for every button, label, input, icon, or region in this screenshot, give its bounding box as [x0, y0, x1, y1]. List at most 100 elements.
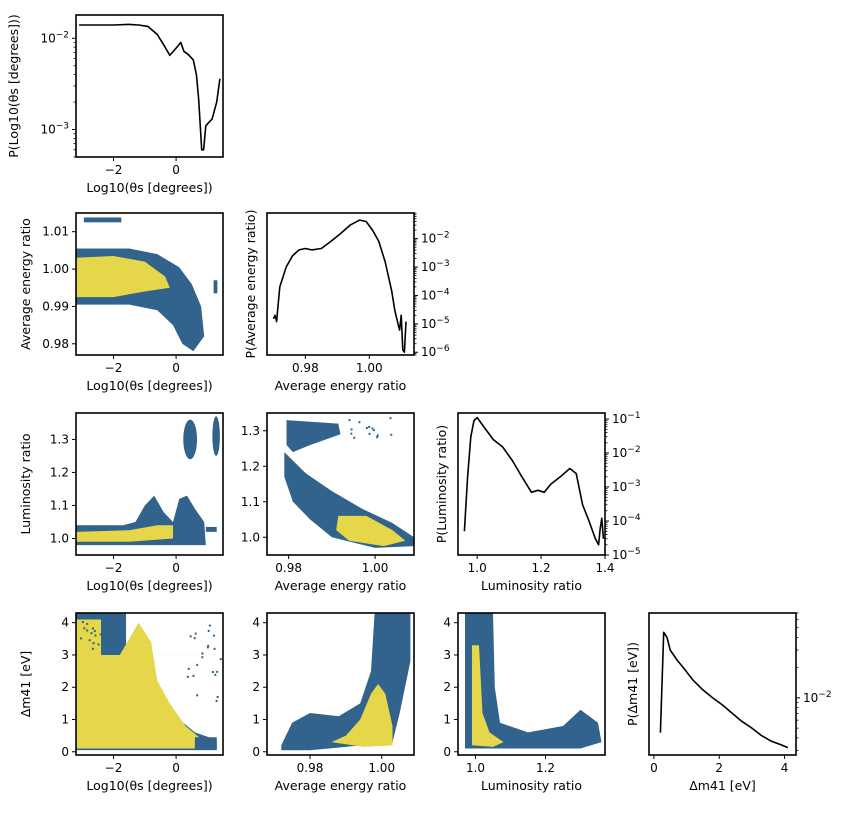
x-tick-label: 0: [172, 361, 180, 375]
panel-theta-vs-luminosity: −2 0 Log10(θs [degrees]) 1.0 1.1 1.2 1.3 Lumino…: [18, 412, 224, 593]
y-tick-label: 3: [61, 648, 69, 662]
outer-speck: [81, 621, 84, 624]
y-tick-label: 0: [252, 745, 260, 759]
x-tick-label: 0.98: [297, 761, 324, 775]
x-axis-label: Luminosity ratio: [481, 778, 582, 793]
x-tick-label: −2: [105, 163, 123, 177]
outer-speck: [102, 638, 105, 641]
inner-region: [336, 515, 406, 547]
outer-speck: [99, 633, 102, 636]
y-tick-label: 4: [61, 616, 69, 630]
outer-speck: [376, 434, 379, 437]
x-tick-label: 1.00: [368, 761, 395, 775]
y-tick-label: 10−3: [40, 122, 69, 137]
outer-speck: [193, 637, 196, 640]
y-tick-label: 1.3: [241, 424, 260, 438]
outer-speck: [106, 625, 109, 628]
y-tick-label: 10−5: [612, 547, 641, 562]
outer-speck: [90, 632, 93, 635]
y-tick-label: 10−3: [421, 259, 450, 274]
y-tick-label: 1.00: [42, 262, 69, 276]
x-axis-label: Log10(θs [degrees]): [86, 378, 212, 393]
y-tick-label: 3: [252, 648, 260, 662]
outer-speck: [189, 635, 192, 638]
y-tick-label: 10−2: [40, 30, 69, 45]
outer-speck: [216, 696, 219, 699]
outer-speck: [350, 432, 353, 435]
x-axis-label: Average energy ratio: [275, 378, 407, 393]
y-tick-label: 1.2: [241, 459, 260, 473]
outer-speck: [213, 634, 216, 637]
panel-theta-vs-energy: −2 0 Log10(θs [degrees]) 0.98 0.99 1.00 1.01 Av…: [18, 212, 224, 393]
x-axis-label: Luminosity ratio: [481, 578, 582, 593]
x-tick-label: −2: [105, 761, 123, 775]
y-tick-label: 0: [443, 745, 451, 759]
x-tick-label: 4: [781, 761, 789, 775]
y-tick-label: 1: [61, 713, 69, 727]
y-tick-label: 3: [443, 648, 451, 662]
outer-region: [213, 280, 218, 294]
x-axis-label: Log10(θs [degrees]): [86, 778, 212, 793]
outer-speck: [113, 630, 116, 633]
y-axis-label: P(Δm41 [eV]): [625, 642, 640, 726]
outer-speck: [103, 621, 106, 624]
outer-speck: [196, 663, 199, 666]
y-axis-label: P(Log10(θs [degrees])): [6, 14, 21, 157]
outer-speck: [219, 658, 222, 661]
outer-speck: [215, 700, 218, 703]
outer-region: [286, 420, 341, 453]
outer-speck: [94, 634, 97, 637]
density-region: [76, 217, 218, 352]
density-region: [76, 416, 220, 546]
y-axis-label: Luminosity ratio: [18, 434, 33, 535]
outer-speck: [214, 673, 217, 676]
x-tick-label: −2: [105, 561, 123, 575]
outer-speck: [353, 436, 356, 439]
panel-luminosity-marginal: 1.0 1.2 1.4 Luminosity ratio 10−1 10−2 10−3 10−…: [434, 411, 641, 593]
y-tick-label: 10−2: [803, 690, 832, 705]
outer-speck: [86, 629, 89, 632]
x-tick-label: 0: [172, 163, 180, 177]
outer-region: [83, 217, 122, 223]
outer-speck: [91, 647, 94, 650]
y-tick-label: 4: [443, 616, 451, 630]
outer-speck: [101, 643, 104, 646]
outer-speck: [372, 429, 375, 432]
outer-speck: [196, 694, 199, 697]
outer-speck: [110, 647, 113, 650]
x-tick-label: 0.98: [292, 361, 319, 375]
outer-speck: [111, 638, 114, 641]
x-tick-label: 0: [650, 761, 658, 775]
outer-speck: [365, 427, 368, 430]
outer-speck: [93, 630, 96, 633]
outer-speck: [86, 622, 89, 625]
outer-speck: [187, 667, 190, 670]
outer-speck: [117, 637, 120, 640]
outer-speck: [115, 627, 118, 630]
y-axis-label: Δm41 [eV]: [18, 651, 33, 718]
x-tick-label: 1.2: [536, 761, 555, 775]
y-tick-label: 10−2: [612, 445, 641, 460]
series-line: [79, 23, 221, 151]
outer-speck: [118, 636, 121, 639]
outer-region: [183, 419, 198, 460]
axes-frame: [75, 612, 224, 756]
outer-speck: [88, 639, 91, 642]
panel-energy-vs-luminosity: 0.98 1.00 Average energy ratio 1.0 1.1 1.2 1.3: [241, 412, 415, 593]
outer-speck: [389, 417, 392, 420]
y-tick-label: 1.01: [42, 225, 69, 239]
inner-region: [331, 684, 393, 747]
outer-speck: [194, 632, 197, 635]
panel-theta-vs-dm: −2 0 Log10(θs [degrees]) 0 1 2 3 4 Δm41 [eV]: [18, 612, 224, 793]
x-tick-label: 1.4: [595, 561, 614, 575]
y-tick-label: 4: [252, 616, 260, 630]
outer-speck: [208, 624, 211, 627]
x-axis-label: Log10(θs [degrees]): [86, 578, 212, 593]
y-axis-label: Average energy ratio: [18, 218, 33, 350]
outer-speck: [376, 436, 379, 439]
y-tick-label: 1.1: [50, 498, 69, 512]
outer-speck: [211, 671, 214, 674]
axes-frame: [457, 412, 606, 556]
outer-speck: [92, 642, 95, 645]
